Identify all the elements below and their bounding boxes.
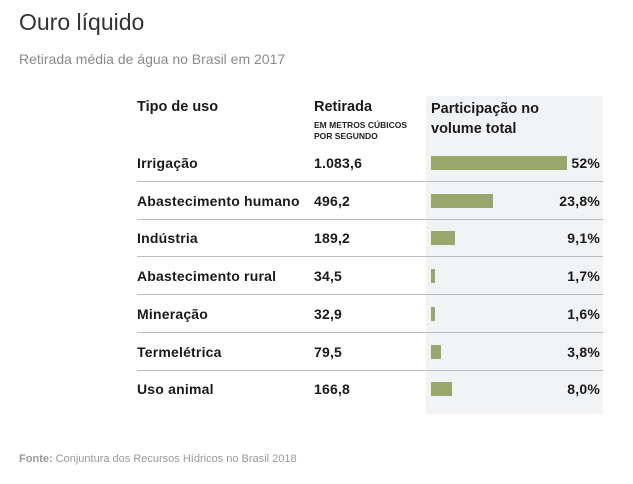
- row-bar: [431, 306, 436, 321]
- row-divider: [137, 294, 603, 296]
- row-divider: [137, 218, 603, 220]
- unit-line-1: EM METROS CÚBICOS: [314, 120, 408, 130]
- source-note: Fonte: Conjuntura dos Recursos Hídricos …: [19, 453, 297, 465]
- table-row: Uso animal 166,8 8,0%: [137, 370, 603, 408]
- table-row: Irrigação 1.083,6 52%: [137, 144, 603, 182]
- chart-subtitle: Retirada média de água no Brasil em 2017: [19, 51, 286, 67]
- row-tipo: Abastecimento rural: [137, 268, 277, 285]
- row-retirada: 189,2: [314, 230, 351, 247]
- row-pct: 3,8%: [567, 343, 600, 360]
- table-row: Termelétrica 79,5 3,8%: [137, 333, 603, 371]
- table-row: Indústria 189,2 9,1%: [137, 219, 603, 258]
- row-retirada: 166,8: [314, 381, 351, 398]
- row-bar: [431, 269, 436, 284]
- row-tipo: Abastecimento humano: [137, 192, 300, 209]
- row-tipo: Irrigação: [137, 155, 198, 171]
- row-pct: 23,8%: [559, 192, 600, 209]
- unit-line-2: POR SEGUNDO: [314, 131, 378, 141]
- row-pct: 52%: [571, 155, 600, 171]
- table-row: Mineração 32,9 1,6%: [137, 295, 603, 333]
- row-tipo: Indústria: [137, 230, 198, 247]
- source-label: Fonte:: [19, 453, 53, 465]
- row-pct: 9,1%: [567, 230, 600, 247]
- row-bar: [431, 156, 568, 170]
- row-pct: 1,6%: [567, 305, 600, 322]
- row-retirada: 1.083,6: [314, 155, 363, 171]
- row-tipo: Mineração: [137, 305, 209, 322]
- header-retirada: Retirada: [314, 99, 373, 115]
- header-retirada-unit: EM METROS CÚBICOS POR SEGUNDO: [314, 120, 407, 142]
- header-tipo: Tipo de uso: [137, 99, 219, 115]
- row-retirada: 79,5: [314, 343, 343, 360]
- row-retirada: 34,5: [314, 268, 343, 285]
- table-row: Abastecimento rural 34,5 1,7%: [137, 257, 603, 296]
- header-part-line-1: Participação no: [431, 101, 539, 117]
- row-retirada: 496,2: [314, 192, 351, 209]
- participation-column-background: [426, 96, 603, 414]
- row-retirada: 32,9: [314, 305, 343, 322]
- chart-title: Ouro líquido: [19, 9, 145, 35]
- row-divider: [137, 181, 603, 182]
- row-tipo: Termelétrica: [137, 343, 222, 360]
- row-pct: 1,7%: [567, 268, 600, 285]
- row-bar: [431, 193, 494, 208]
- row-pct: 8,0%: [567, 381, 600, 398]
- row-divider: [137, 256, 603, 258]
- header-part-line-2: volume total: [431, 121, 517, 137]
- row-bar: [431, 231, 455, 246]
- row-divider: [137, 369, 603, 371]
- row-bar: [431, 344, 441, 359]
- row-bar: [431, 382, 452, 397]
- source-text: Conjuntura dos Recursos Hídricos no Bras…: [52, 453, 297, 465]
- row-divider: [137, 331, 603, 333]
- header-participacao: Participação no volume total: [431, 99, 539, 139]
- row-tipo: Uso animal: [137, 381, 214, 398]
- table-row: Abastecimento humano 496,2 23,8%: [137, 182, 603, 220]
